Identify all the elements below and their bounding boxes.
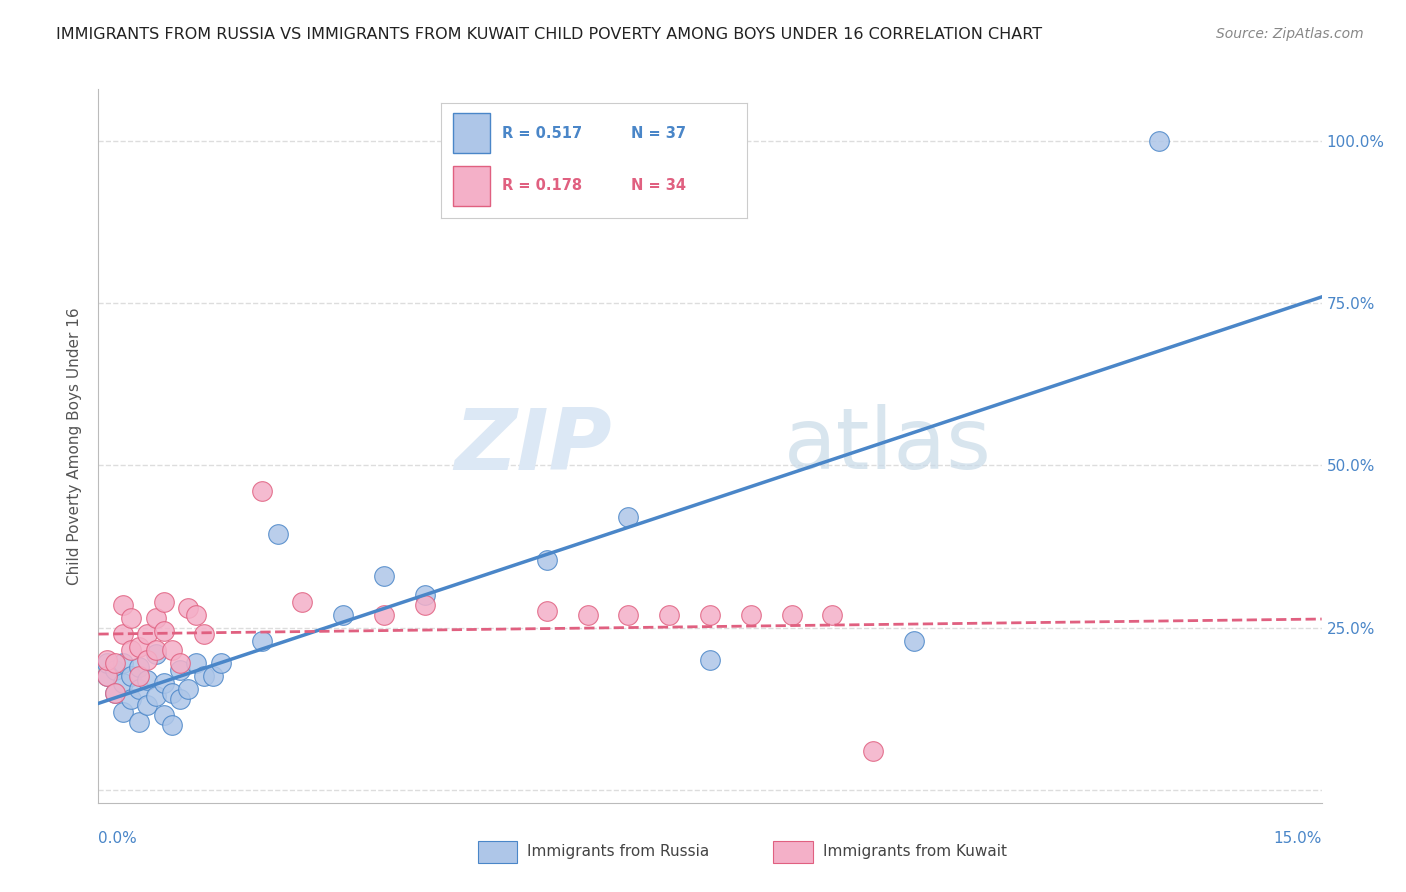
Point [250,633,273,648]
Text: ZIP: ZIP [454,404,612,488]
Point [169,657,191,671]
Point [145,611,167,625]
Point [862,744,884,758]
Point [250,484,273,499]
Point [413,598,436,612]
Point [152,595,174,609]
Point [128,659,150,673]
Point [128,669,150,683]
Point [136,653,159,667]
Point [152,708,174,723]
Text: Source: ZipAtlas.com: Source: ZipAtlas.com [1216,27,1364,41]
Point [373,607,395,622]
Point [128,640,150,654]
Point [160,643,183,657]
Point [145,647,167,661]
Text: atlas: atlas [783,404,991,488]
Point [658,607,681,622]
Point [193,627,215,641]
Point [136,698,159,713]
Point [96,669,118,683]
Point [291,595,314,609]
Point [160,685,183,699]
Point [104,685,127,699]
Point [145,689,167,703]
Point [120,669,142,683]
Point [145,643,167,657]
Point [104,685,127,699]
Point [1147,134,1170,148]
Point [128,682,150,697]
Point [209,657,232,671]
Y-axis label: Child Poverty Among Boys Under 16: Child Poverty Among Boys Under 16 [67,307,83,585]
Text: IMMIGRANTS FROM RUSSIA VS IMMIGRANTS FROM KUWAIT CHILD POVERTY AMONG BOYS UNDER : IMMIGRANTS FROM RUSSIA VS IMMIGRANTS FRO… [56,27,1042,42]
Point [160,718,183,732]
Point [413,588,436,602]
Text: Immigrants from Kuwait: Immigrants from Kuwait [823,845,1007,859]
Point [821,607,844,622]
Point [96,657,118,671]
Point [780,607,803,622]
Point [699,653,721,667]
Point [699,607,721,622]
Point [152,624,174,638]
Text: Immigrants from Russia: Immigrants from Russia [527,845,710,859]
Point [104,657,127,671]
Point [111,657,134,671]
Point [104,663,127,677]
Point [111,705,134,719]
Point [96,653,118,667]
Point [201,669,224,683]
Text: 15.0%: 15.0% [1274,831,1322,846]
Point [373,568,395,582]
Point [111,675,134,690]
Point [128,714,150,729]
Point [186,607,208,622]
Point [536,604,558,618]
Point [120,692,142,706]
Point [186,657,208,671]
Point [177,601,200,615]
Point [169,692,191,706]
Point [111,627,134,641]
Point [120,611,142,625]
Point [120,643,142,657]
Point [136,673,159,687]
Point [740,607,762,622]
Point [169,663,191,677]
Text: 0.0%: 0.0% [98,831,138,846]
Point [617,607,640,622]
Point [136,627,159,641]
Point [576,607,599,622]
Point [96,669,118,683]
Point [903,633,925,648]
Point [177,682,200,697]
Point [332,607,354,622]
Point [111,598,134,612]
Point [267,526,290,541]
Point [152,675,174,690]
Point [193,669,215,683]
Point [536,552,558,566]
Point [617,510,640,524]
